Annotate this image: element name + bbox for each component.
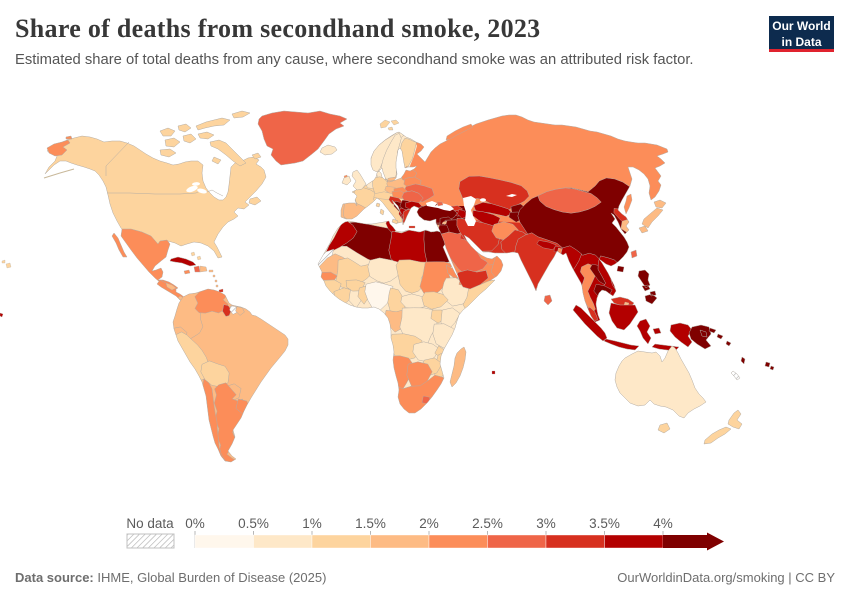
svg-text:1%: 1% (302, 516, 322, 531)
svg-text:0.5%: 0.5% (238, 516, 269, 531)
svg-text:2.5%: 2.5% (472, 516, 503, 531)
svg-text:No data: No data (126, 516, 174, 531)
svg-text:1.5%: 1.5% (355, 516, 386, 531)
svg-text:0%: 0% (185, 516, 205, 531)
svg-text:3.5%: 3.5% (589, 516, 620, 531)
svg-text:2%: 2% (419, 516, 439, 531)
svg-text:3%: 3% (536, 516, 556, 531)
svg-text:4%: 4% (653, 516, 673, 531)
